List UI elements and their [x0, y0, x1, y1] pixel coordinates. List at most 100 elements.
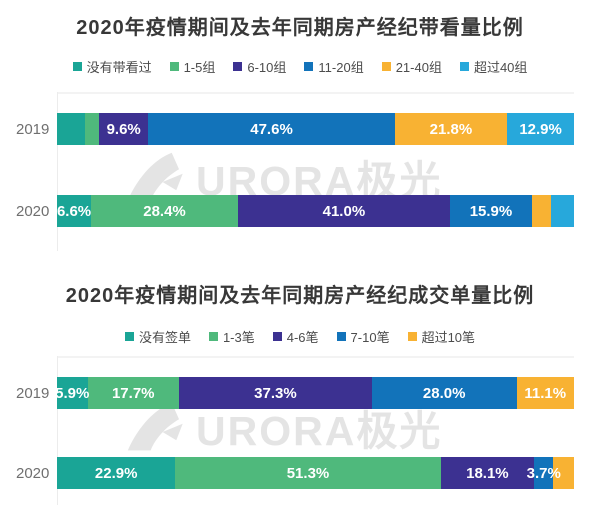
- bar-value-label: 37.3%: [254, 384, 297, 402]
- legend-label: 4-6笔: [286, 329, 319, 345]
- legend-label: 6-10组: [247, 59, 287, 75]
- y-axis-line: [57, 92, 58, 251]
- bar-segment: [553, 457, 574, 489]
- legend-item: 4-6笔: [272, 327, 319, 346]
- legend-label: 没有签单: [138, 329, 191, 345]
- bar-segment: 41.0%: [237, 195, 450, 227]
- legend-item: 11-20组: [304, 57, 364, 76]
- bar-segment: 15.9%: [449, 195, 533, 227]
- bar-segment: 47.6%: [148, 113, 395, 145]
- bar-segment: 6.6%: [57, 195, 91, 227]
- bar-value-label: 9.6%: [106, 120, 141, 138]
- legend-swatch: [272, 331, 282, 341]
- legend-label: 7-10笔: [350, 329, 390, 345]
- bar-segment: 17.7%: [87, 377, 179, 409]
- legend-item: 6-10组: [233, 57, 286, 76]
- legend-item: 1-3笔: [208, 327, 255, 346]
- bar-row: 2019 5.9% 17.7% 37.3% 28.0% 11.1%: [0, 377, 600, 409]
- y-axis-label: 2019: [16, 384, 50, 402]
- legend-swatch: [169, 61, 179, 71]
- bar-value-label: 12.9%: [519, 120, 562, 138]
- bar-value-label: 18.1%: [466, 464, 509, 482]
- legend-item: 没有带看过: [72, 57, 152, 76]
- legend-label: 没有带看过: [86, 59, 152, 75]
- bar-value-label: 28.4%: [143, 202, 186, 220]
- plot: 2019 5.9% 17.7% 37.3% 28.0% 11.1% 2020 22.9% 51.…: [0, 356, 600, 505]
- y-axis-label: 2020: [16, 464, 50, 482]
- legend-item: 没有签单: [124, 327, 191, 346]
- bar-value-label: 47.6%: [250, 120, 293, 138]
- bar-segment: [550, 195, 574, 227]
- chart-title: 2020年疫情期间及去年同期房产经纪成交单量比例: [65, 285, 535, 307]
- bar-segment: 22.9%: [57, 457, 176, 489]
- bar-value-label: 51.3%: [286, 464, 330, 482]
- bar-segment: 12.9%: [507, 113, 574, 145]
- bar-value-label: 41.0%: [322, 202, 366, 220]
- legend-item: 超过10笔: [407, 327, 476, 346]
- viewings-chart: 2020年疫情期间及去年同期房产经纪带看量比例 没有带看过 1-5组 6-10组 11…: [0, 0, 600, 251]
- bar-row: 2020 6.6% 28.4% 41.0% 15.9%: [0, 195, 600, 227]
- bar-value-label: 22.9%: [94, 464, 138, 482]
- legend-item: 超过40组: [459, 57, 528, 76]
- deals-chart: 2020年疫情期间及去年同期房产经纪成交单量比例 没有签单 1-3笔 4-6笔 7-1…: [0, 282, 600, 505]
- bar-value-label: 6.6%: [56, 202, 92, 220]
- bar-segment: 9.6%: [98, 113, 149, 145]
- legend-item: 21-40组: [381, 57, 442, 76]
- plot-top-gridline: [57, 92, 574, 94]
- bar-segment: 3.7%: [527, 457, 561, 489]
- y-axis-label: 2019: [16, 120, 50, 138]
- legend: 没有签单 1-3笔 4-6笔 7-10笔 超过10笔: [0, 327, 600, 346]
- bar-segment: [532, 195, 551, 227]
- legend-swatch: [304, 61, 314, 71]
- bar-segment: [57, 113, 86, 145]
- legend-swatch: [124, 331, 134, 341]
- legend-label: 超过10笔: [421, 329, 476, 345]
- bar-segment: 51.3%: [175, 457, 441, 489]
- legend: 没有带看过 1-5组 6-10组 11-20组 21-40组 超过40组: [0, 57, 600, 76]
- y-axis-label: 2020: [16, 202, 50, 220]
- legend-swatch: [407, 331, 417, 341]
- bar-segment: 28.4%: [91, 195, 238, 227]
- bar-segment: 21.8%: [394, 113, 508, 145]
- chart-title: 2020年疫情期间及去年同期房产经纪带看量比例: [76, 17, 524, 39]
- legend-label: 超过40组: [473, 59, 528, 75]
- stacked-bar: 5.9% 17.7% 37.3% 28.0% 11.1%: [55, 377, 574, 409]
- bar-value-label: 5.9%: [55, 384, 90, 402]
- stacked-bar: 6.6% 28.4% 41.0% 15.9%: [57, 195, 574, 227]
- bar-value-label: 28.0%: [422, 384, 466, 402]
- bar-row: 2020 22.9% 51.3% 18.1% 3.7%: [0, 457, 600, 489]
- legend-label: 1-5组: [183, 59, 216, 75]
- legend-swatch: [233, 61, 243, 71]
- legend-item: 7-10笔: [336, 327, 390, 346]
- legend-item: 1-5组: [169, 57, 216, 76]
- bar-segment: 11.1%: [516, 377, 574, 409]
- bar-value-label: 11.1%: [524, 384, 567, 402]
- bar-segment: 28.0%: [371, 377, 517, 409]
- aurora-watermark: URORA极光: [126, 397, 442, 457]
- bar-value-label: 21.8%: [429, 120, 473, 138]
- y-axis-line: [57, 356, 58, 505]
- legend-swatch: [336, 331, 346, 341]
- legend-swatch: [459, 61, 469, 71]
- bar-value-label: 15.9%: [469, 202, 513, 220]
- bar-value-label: 17.7%: [111, 384, 155, 402]
- bar-segment: 5.9%: [55, 377, 90, 409]
- legend-swatch: [381, 61, 391, 71]
- bar-segment: 37.3%: [179, 377, 372, 409]
- legend-swatch: [72, 61, 82, 71]
- bar-segment: 18.1%: [440, 457, 535, 489]
- legend-label: 1-3笔: [222, 329, 255, 345]
- watermark-text: URORA极光: [196, 408, 443, 454]
- stacked-bar: 9.6% 47.6% 21.8% 12.9%: [57, 113, 574, 145]
- bar-value-label: 3.7%: [526, 464, 561, 482]
- plot-top-gridline: [57, 356, 574, 358]
- plot: 2019 9.6% 47.6% 21.8% 12.9% 2020 6.6% 28.4% 41.0…: [0, 92, 600, 251]
- legend-label: 11-20组: [318, 59, 364, 75]
- legend-swatch: [208, 331, 218, 341]
- aurora-logo-icon: [127, 402, 183, 451]
- aurora-logo-icon: [127, 152, 183, 201]
- legend-label: 21-40组: [395, 59, 442, 75]
- bar-row: 2019 9.6% 47.6% 21.8% 12.9%: [0, 113, 600, 145]
- bar-segment: [85, 113, 99, 145]
- stacked-bar: 22.9% 51.3% 18.1% 3.7%: [57, 457, 574, 489]
